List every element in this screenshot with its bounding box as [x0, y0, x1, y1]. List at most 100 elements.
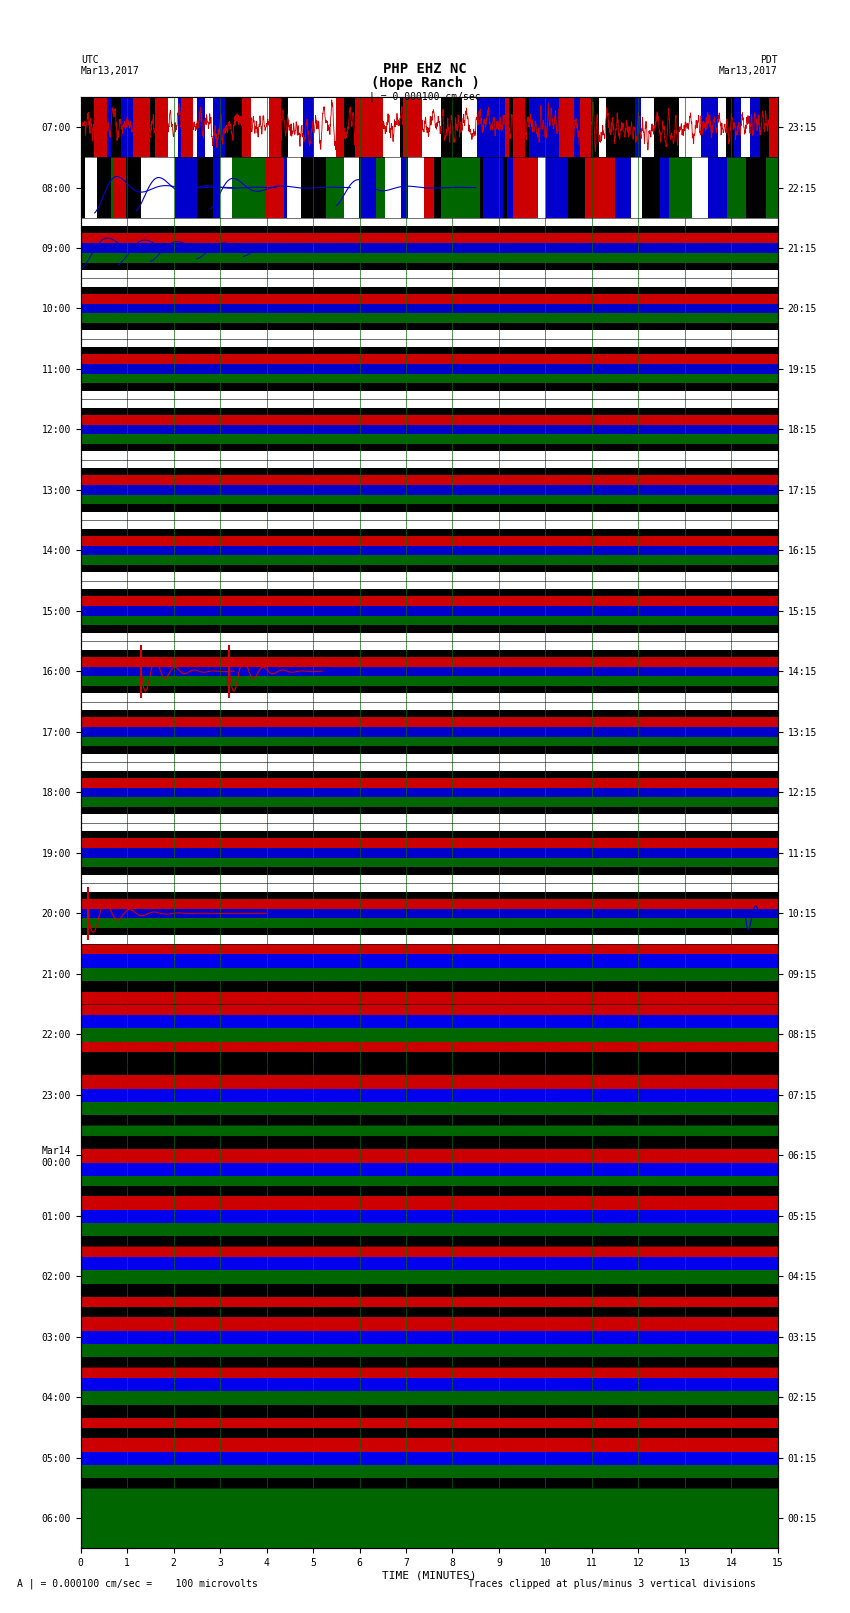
Bar: [196, 97, 205, 158]
Bar: [81, 686, 778, 694]
Bar: [81, 858, 778, 868]
Bar: [111, 97, 122, 158]
Bar: [81, 806, 778, 815]
Bar: [758, 97, 761, 158]
Bar: [81, 495, 778, 505]
Bar: [269, 97, 280, 158]
Bar: [480, 158, 483, 218]
Text: (Hope Ranch ): (Hope Ranch ): [371, 76, 479, 90]
Bar: [641, 97, 654, 158]
Bar: [359, 158, 376, 218]
Bar: [81, 408, 778, 415]
Bar: [459, 97, 462, 158]
Bar: [225, 97, 241, 158]
X-axis label: TIME (MINUTES): TIME (MINUTES): [382, 1571, 477, 1581]
Bar: [81, 468, 778, 476]
Bar: [81, 581, 778, 589]
Bar: [126, 158, 141, 218]
Bar: [141, 158, 155, 218]
Bar: [81, 718, 778, 727]
Bar: [81, 1478, 778, 1487]
Bar: [424, 158, 434, 218]
Bar: [81, 1269, 778, 1284]
Bar: [400, 97, 403, 158]
Bar: [81, 815, 778, 823]
Bar: [81, 927, 778, 936]
Bar: [110, 158, 114, 218]
Bar: [81, 884, 778, 892]
Bar: [593, 97, 599, 158]
Bar: [81, 505, 778, 511]
Bar: [769, 97, 778, 158]
Bar: [122, 97, 133, 158]
Bar: [376, 158, 385, 218]
Bar: [156, 97, 167, 158]
Bar: [81, 1487, 778, 1548]
Bar: [81, 1418, 778, 1428]
Bar: [734, 97, 740, 158]
Bar: [313, 158, 326, 218]
Text: Mar13,2017: Mar13,2017: [719, 66, 778, 76]
Bar: [81, 545, 778, 555]
Bar: [81, 424, 778, 434]
Bar: [632, 158, 642, 218]
Bar: [81, 589, 778, 597]
Bar: [81, 1465, 778, 1478]
Bar: [301, 158, 313, 218]
Bar: [81, 253, 778, 263]
Bar: [81, 1176, 778, 1186]
Bar: [194, 97, 196, 158]
Bar: [81, 158, 778, 218]
Bar: [81, 892, 778, 898]
Bar: [750, 97, 758, 158]
Bar: [81, 573, 778, 581]
Bar: [502, 158, 507, 218]
Bar: [441, 158, 460, 218]
Bar: [529, 97, 543, 158]
Bar: [400, 158, 409, 218]
Bar: [326, 158, 344, 218]
Bar: [81, 1015, 778, 1029]
Bar: [542, 158, 546, 218]
Bar: [534, 158, 537, 218]
Bar: [343, 97, 355, 158]
Bar: [81, 323, 778, 331]
Bar: [81, 339, 778, 347]
Bar: [303, 97, 314, 158]
Bar: [81, 1344, 778, 1357]
Bar: [607, 97, 624, 158]
Bar: [81, 400, 778, 408]
Bar: [81, 1405, 778, 1418]
Text: A | = 0.000100 cm/sec =    100 microvolts: A | = 0.000100 cm/sec = 100 microvolts: [17, 1579, 258, 1589]
Text: | = 0.000100 cm/sec: | = 0.000100 cm/sec: [369, 92, 481, 102]
Bar: [81, 1089, 778, 1102]
Bar: [81, 374, 778, 384]
Bar: [81, 347, 778, 355]
Bar: [373, 97, 382, 158]
Bar: [81, 1378, 778, 1390]
Bar: [81, 656, 778, 666]
Bar: [559, 97, 574, 158]
Bar: [81, 955, 778, 968]
Bar: [205, 97, 213, 158]
Bar: [81, 787, 778, 797]
Bar: [81, 1257, 778, 1269]
Text: Mar13,2017: Mar13,2017: [81, 66, 139, 76]
Bar: [701, 97, 718, 158]
Bar: [331, 97, 336, 158]
Bar: [642, 158, 660, 218]
Bar: [241, 97, 252, 158]
Bar: [314, 97, 331, 158]
Bar: [81, 597, 778, 606]
Bar: [580, 97, 591, 158]
Bar: [81, 839, 778, 848]
Bar: [150, 97, 156, 158]
Bar: [81, 1366, 778, 1378]
Bar: [81, 415, 778, 424]
Bar: [81, 626, 778, 632]
Bar: [81, 1148, 778, 1163]
Bar: [81, 519, 778, 529]
Bar: [505, 97, 508, 158]
Bar: [81, 640, 778, 650]
Bar: [555, 97, 559, 158]
